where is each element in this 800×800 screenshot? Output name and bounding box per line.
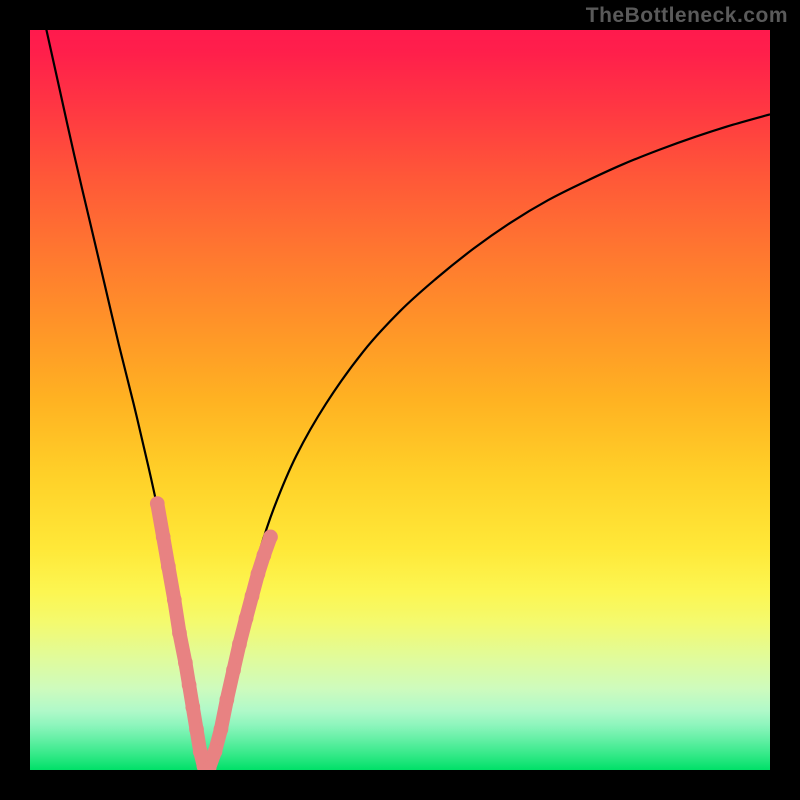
data-marker: [182, 678, 197, 693]
data-marker: [172, 626, 187, 641]
data-marker: [239, 611, 254, 626]
data-marker: [150, 496, 165, 511]
data-marker: [167, 592, 182, 607]
data-marker: [178, 655, 193, 670]
data-marker: [208, 744, 223, 759]
data-marker: [189, 722, 204, 737]
data-marker: [263, 530, 278, 545]
chart-container: TheBottleneck.com: [0, 0, 800, 800]
data-marker: [245, 589, 260, 604]
bottleneck-chart: [0, 0, 800, 800]
chart-background: [30, 30, 770, 770]
data-marker: [193, 744, 208, 759]
data-marker: [161, 559, 176, 574]
watermark-text: TheBottleneck.com: [586, 4, 788, 28]
data-marker: [185, 700, 200, 715]
data-marker: [232, 637, 247, 652]
data-marker: [251, 567, 266, 582]
data-marker: [219, 692, 234, 707]
data-marker: [226, 663, 241, 678]
data-marker: [156, 530, 171, 545]
data-marker: [214, 722, 229, 737]
data-marker: [256, 548, 271, 563]
